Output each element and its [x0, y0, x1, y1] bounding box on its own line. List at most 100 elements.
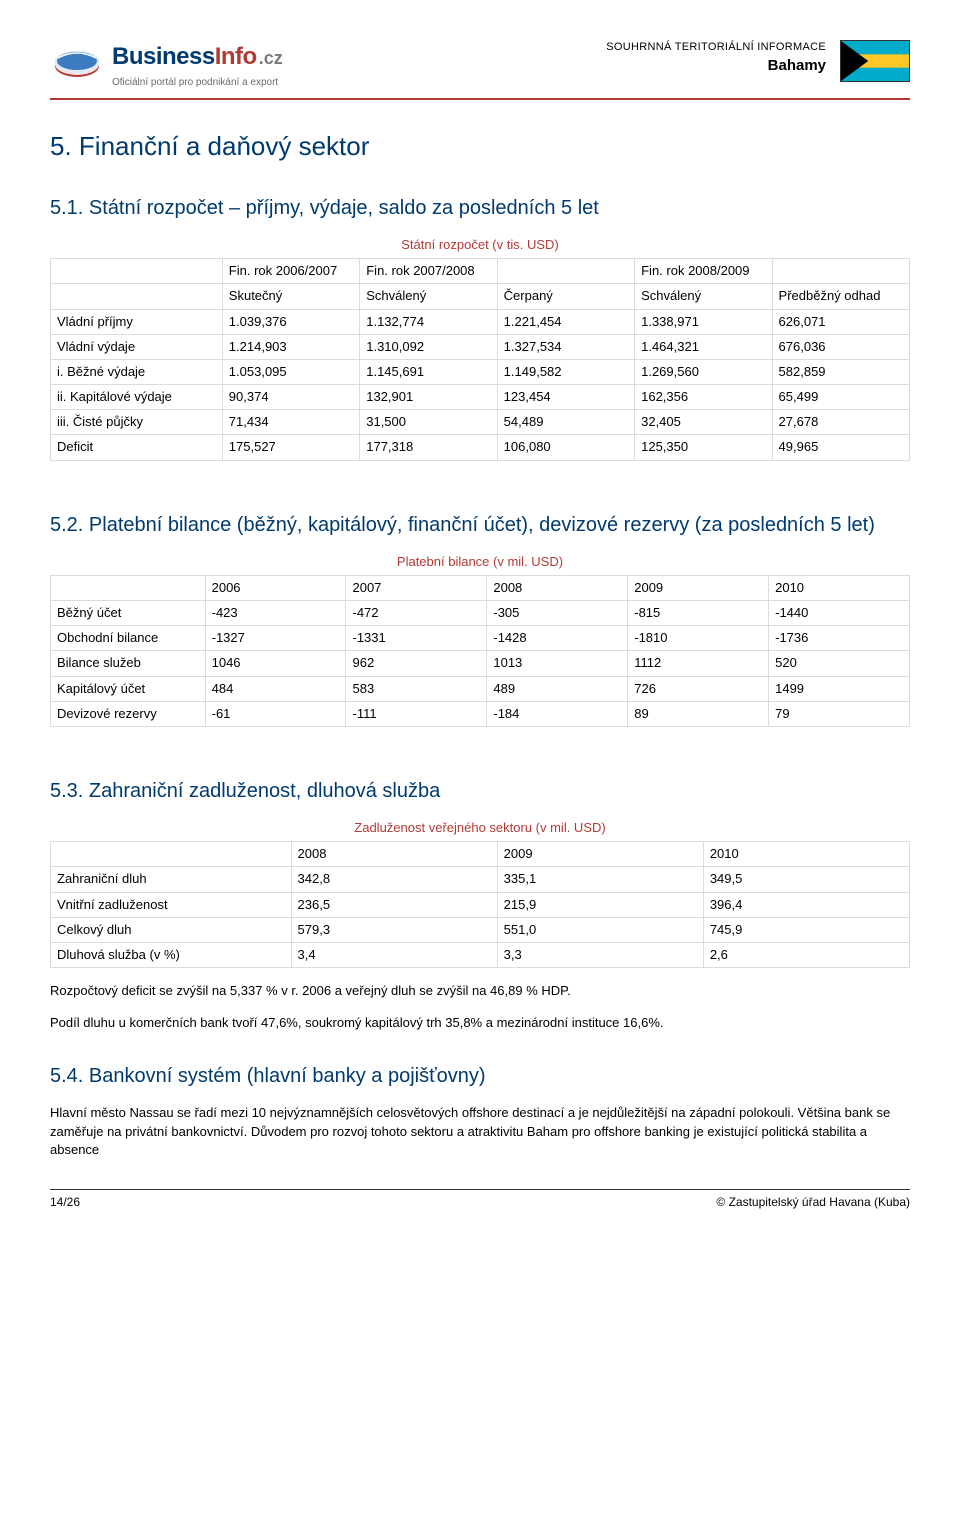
table-row: i. Běžné výdaje1.053,0951.145,6911.149,5… — [51, 359, 910, 384]
table-row: iii. Čisté půjčky71,43431,50054,48932,40… — [51, 410, 910, 435]
table-cell: 2009 — [628, 575, 769, 600]
table-cell: 962 — [346, 651, 487, 676]
table-cell: 349,5 — [703, 867, 909, 892]
table-cell: Předběžný odhad — [772, 284, 909, 309]
table-cell: -184 — [487, 701, 628, 726]
paragraph: Podíl dluhu u komerčních bank tvoří 47,6… — [50, 1014, 910, 1032]
table-cell: Vnitřní zadluženost — [51, 892, 292, 917]
section-5-3-title: 5.3. Zahraniční zadluženost, dluhová slu… — [50, 777, 910, 805]
table-cell: 1.214,903 — [222, 334, 359, 359]
table-row: Devizové rezervy-61-111-1848979 — [51, 701, 910, 726]
table-row: Bilance služeb104696210131112520 — [51, 651, 910, 676]
logo-icon — [50, 46, 104, 84]
table-row: Celkový dluh579,3551,0745,9 — [51, 917, 910, 942]
logo-subtitle: Oficiální portál pro podnikání a export — [112, 76, 283, 90]
table-cell: 2010 — [703, 842, 909, 867]
table-cell: 177,318 — [360, 435, 497, 460]
table-cell: 175,527 — [222, 435, 359, 460]
header-rule — [50, 98, 910, 100]
table-row: Vládní výdaje1.214,9031.310,0921.327,534… — [51, 334, 910, 359]
table-cell: 1.338,971 — [635, 309, 772, 334]
table-cell: -61 — [205, 701, 346, 726]
table-cell: -815 — [628, 601, 769, 626]
table-cell: ii. Kapitálové výdaje — [51, 385, 223, 410]
table-header-row: 200820092010 — [51, 842, 910, 867]
table-cell: 1499 — [769, 676, 910, 701]
table-cell: 2007 — [346, 575, 487, 600]
table-cell: 1.464,321 — [635, 334, 772, 359]
table-cell — [51, 259, 223, 284]
table-cell: 551,0 — [497, 917, 703, 942]
table-cell: Schválený — [360, 284, 497, 309]
table-cell: 1.039,376 — [222, 309, 359, 334]
table-3-caption: Zadluženost veřejného sektoru (v mil. US… — [50, 819, 910, 837]
table-cell: i. Běžné výdaje — [51, 359, 223, 384]
section-5-1-title: 5.1. Státní rozpočet – příjmy, výdaje, s… — [50, 194, 910, 222]
table-cell: 1.053,095 — [222, 359, 359, 384]
table-row: Deficit175,527177,318106,080125,35049,96… — [51, 435, 910, 460]
table-cell: 65,499 — [772, 385, 909, 410]
table-cell: 162,356 — [635, 385, 772, 410]
logo-text-cz: .cz — [259, 46, 283, 71]
table-cell: Skutečný — [222, 284, 359, 309]
table-cell: 726 — [628, 676, 769, 701]
table-header-row: SkutečnýSchválenýČerpanýSchválenýPředběž… — [51, 284, 910, 309]
table-cell: 49,965 — [772, 435, 909, 460]
table-cell: -1440 — [769, 601, 910, 626]
table-cell: 125,350 — [635, 435, 772, 460]
logo-text-info: Info — [215, 40, 257, 74]
table-row: Běžný účet-423-472-305-815-1440 — [51, 601, 910, 626]
table-cell: 2008 — [291, 842, 497, 867]
table-cell: 54,489 — [497, 410, 634, 435]
table-cell: 2,6 — [703, 942, 909, 967]
table-cell: -305 — [487, 601, 628, 626]
table-cell — [51, 575, 206, 600]
table-row: Obchodní bilance-1327-1331-1428-1810-173… — [51, 626, 910, 651]
table-cell: 1013 — [487, 651, 628, 676]
page-header: BusinessInfo.cz Oficiální portál pro pod… — [50, 40, 910, 90]
table-cell: Celkový dluh — [51, 917, 292, 942]
table-cell: -472 — [346, 601, 487, 626]
table-cell: 1.269,560 — [635, 359, 772, 384]
table-row: Vnitřní zadluženost236,5215,9396,4 — [51, 892, 910, 917]
table-cell: Bilance služeb — [51, 651, 206, 676]
table-cell: 79 — [769, 701, 910, 726]
table-cell — [51, 842, 292, 867]
page-number: 14/26 — [50, 1194, 80, 1211]
table-cell: 2009 — [497, 842, 703, 867]
table-cell: Obchodní bilance — [51, 626, 206, 651]
table-cell: 582,859 — [772, 359, 909, 384]
table-cell: -1810 — [628, 626, 769, 651]
table-row: ii. Kapitálové výdaje90,374132,901123,45… — [51, 385, 910, 410]
table-cell: 106,080 — [497, 435, 634, 460]
section-5-4-title: 5.4. Bankovní systém (hlavní banky a poj… — [50, 1062, 910, 1090]
footer-copyright: © Zastupitelský úřad Havana (Kuba) — [716, 1194, 910, 1211]
logo-text-business: Business — [112, 40, 215, 74]
table-cell: Fin. rok 2006/2007 — [222, 259, 359, 284]
table-cell: Vládní výdaje — [51, 334, 223, 359]
paragraph: Rozpočtový deficit se zvýšil na 5,337 % … — [50, 982, 910, 1000]
table-cell: 2008 — [487, 575, 628, 600]
table-cell: Fin. rok 2007/2008 — [360, 259, 497, 284]
table-cell: 1046 — [205, 651, 346, 676]
table-cell: -111 — [346, 701, 487, 726]
table-cell: -1428 — [487, 626, 628, 651]
table-cell: 71,434 — [222, 410, 359, 435]
table-cell: Dluhová služba (v %) — [51, 942, 292, 967]
table-header-row: 20062007200820092010 — [51, 575, 910, 600]
table-cell: Kapitálový účet — [51, 676, 206, 701]
table-cell — [51, 284, 223, 309]
table-row: Vládní příjmy1.039,3761.132,7741.221,454… — [51, 309, 910, 334]
section-5-2-title: 5.2. Platební bilance (běžný, kapitálový… — [50, 511, 910, 539]
table-cell: Devizové rezervy — [51, 701, 206, 726]
balance-table: 20062007200820092010 Běžný účet-423-472-… — [50, 575, 910, 727]
doc-type-label: SOUHRNNÁ TERITORIÁLNÍ INFORMACE — [606, 40, 826, 55]
table-header-row: Fin. rok 2006/2007Fin. rok 2007/2008Fin.… — [51, 259, 910, 284]
table-cell: 335,1 — [497, 867, 703, 892]
table-row: Zahraniční dluh342,8335,1349,5 — [51, 867, 910, 892]
table-cell: 31,500 — [360, 410, 497, 435]
table-cell: 32,405 — [635, 410, 772, 435]
table-cell: -423 — [205, 601, 346, 626]
table-cell: Deficit — [51, 435, 223, 460]
flag-icon — [840, 40, 910, 82]
